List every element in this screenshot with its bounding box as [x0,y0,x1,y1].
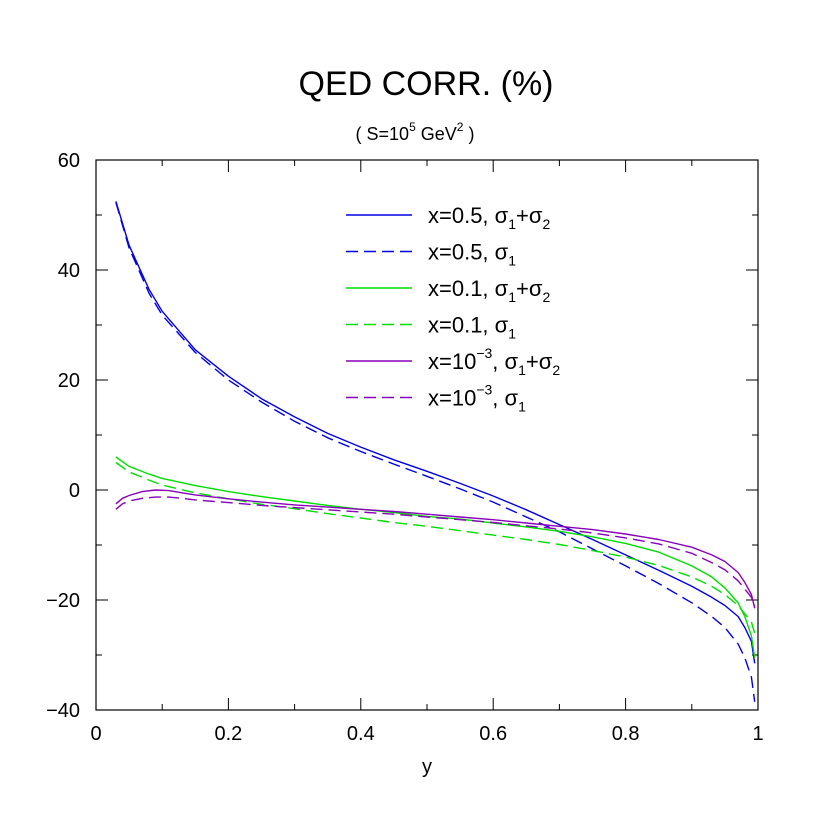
x-tick-label: 0 [90,723,101,745]
chart-subtitle: ( S=105 GeV2 ) [356,120,475,144]
series-lines [115,201,756,702]
y-tick-label: −40 [46,700,80,722]
legend-label-4: x=0.1, σ1 [428,313,516,342]
y-tick-label: 60 [58,150,80,172]
x-tick-label: 1 [752,723,763,745]
series-line-2 [115,202,756,702]
plot-border [95,159,759,711]
subtitle-unit: GeV [416,124,457,144]
y-tick-label: 20 [58,370,80,392]
y-tick-label: 0 [69,480,80,502]
subtitle-close: ) [463,124,474,144]
x-tick-label: 0.8 [612,723,640,745]
chart-title: QED CORR. (%) [299,65,554,103]
series-line-5 [115,489,756,609]
tick-labels: 0 0.2 0.4 0.6 0.8 1 60 40 20 0 −20 −40 [46,150,764,745]
legend-label-3: x=0.1, σ1+σ2 [428,276,550,305]
legend-label-2: x=0.5, σ1 [428,240,516,269]
legend-label-1: x=0.5, σ1+σ2 [428,203,550,232]
subtitle-exponent-2: 2 [457,120,464,134]
axis-ticks [95,159,759,711]
subtitle-exponent: 5 [409,120,416,134]
series-line-4 [115,461,756,634]
series-line-1 [115,201,756,664]
legend-label-6: x=10−3, σ1 [428,382,526,415]
x-tick-label: 0.6 [479,723,507,745]
plot-frame [95,159,759,711]
x-axis-label: y [422,756,432,778]
legend-label-5: x=10−3, σ1+σ2 [428,345,560,378]
y-tick-label: −20 [46,590,80,612]
legend: x=0.5, σ1+σ2 x=0.5, σ1 x=0.1, σ1+σ2 x=0.1, … [346,203,560,415]
series-line-6 [115,496,756,606]
y-tick-label: 40 [58,260,80,282]
x-tick-label: 0.4 [347,723,375,745]
series-line-3 [115,456,756,658]
x-tick-label: 0.2 [214,723,242,745]
subtitle-open: ( S=10 [356,124,410,144]
